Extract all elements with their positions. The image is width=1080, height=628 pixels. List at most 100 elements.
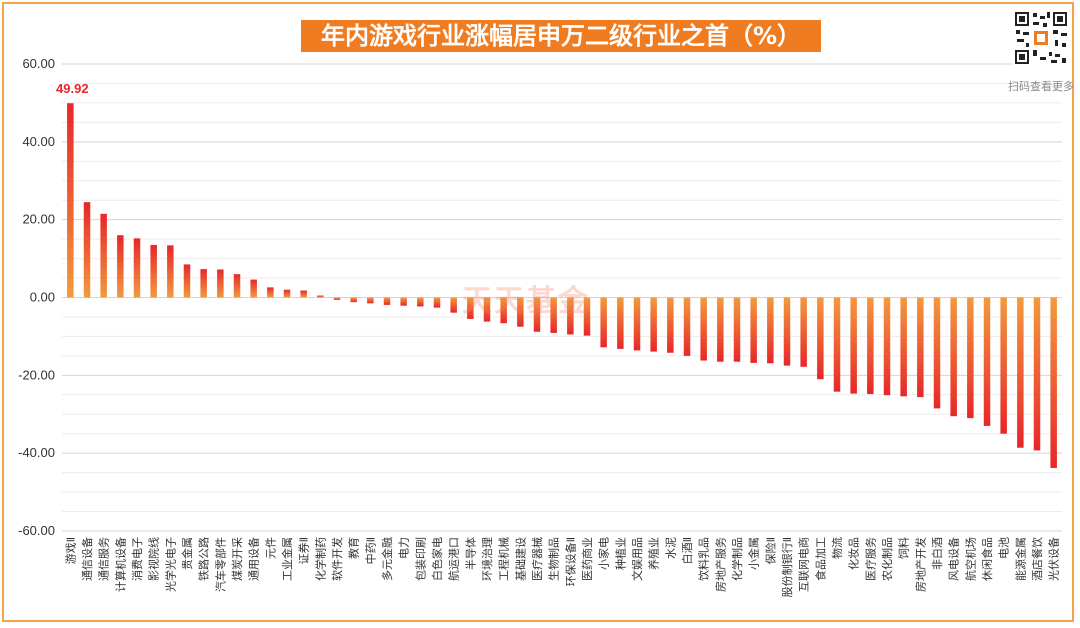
- bar[interactable]: [900, 297, 907, 397]
- bar[interactable]: [217, 269, 224, 298]
- bar[interactable]: [333, 297, 341, 300]
- x-tick-label: 证券Ⅱ: [297, 537, 311, 564]
- bar[interactable]: [567, 297, 574, 335]
- bar[interactable]: [783, 297, 791, 366]
- y-axis: 60.00 40.00 20.00 0.00 -20.00 -40.00 -60.00: [18, 56, 55, 538]
- bar[interactable]: [800, 297, 807, 367]
- bar[interactable]: [733, 297, 741, 362]
- bar[interactable]: [533, 297, 541, 332]
- x-tick-label: 化学制品: [730, 537, 744, 581]
- bar[interactable]: [383, 297, 391, 305]
- bar[interactable]: [750, 297, 757, 363]
- bar[interactable]: [633, 297, 641, 351]
- x-tick-label: 工业金属: [280, 537, 294, 581]
- x-tick-label: 水泥: [664, 537, 677, 559]
- x-tick-label: 酒店餐饮: [1030, 537, 1044, 581]
- bar[interactable]: [267, 287, 274, 298]
- bar[interactable]: [983, 297, 991, 426]
- bar[interactable]: [667, 297, 674, 353]
- y-tick-label: 0.00: [30, 290, 55, 305]
- bar[interactable]: [433, 297, 441, 308]
- x-tick-label: 元件: [264, 537, 277, 559]
- bar[interactable]: [350, 297, 357, 303]
- x-tick-label: 小家电: [597, 537, 611, 570]
- x-tick-label: 工程机械: [497, 537, 511, 581]
- bar[interactable]: [583, 297, 591, 336]
- x-tick-label: 通信服务: [98, 537, 111, 581]
- y-tick-label: 60.00: [22, 56, 55, 71]
- bar[interactable]: [400, 297, 407, 306]
- bar[interactable]: [1000, 297, 1007, 434]
- bar[interactable]: [617, 297, 624, 349]
- y-tick-label: -40.00: [18, 445, 55, 460]
- x-tick-label: 电力: [398, 537, 411, 559]
- bar[interactable]: [767, 297, 774, 364]
- bar[interactable]: [933, 297, 941, 409]
- bar[interactable]: [450, 297, 457, 313]
- bar[interactable]: [1017, 297, 1024, 448]
- bar[interactable]: [717, 297, 724, 362]
- x-tick-label: 贵金属: [180, 537, 194, 570]
- bar[interactable]: [467, 297, 474, 319]
- bar[interactable]: [150, 244, 157, 298]
- bar[interactable]: [117, 235, 124, 298]
- x-tick-label: 多元金融: [380, 537, 394, 581]
- x-tick-label: 软件开发: [330, 537, 344, 581]
- bar[interactable]: [700, 297, 707, 361]
- bar[interactable]: [233, 274, 241, 298]
- bar[interactable]: [1050, 297, 1057, 468]
- x-axis: 游戏Ⅱ 通信设备 通信服务 计算机设备 消费电子 影视院线 光学光电子 贵金属 铁路公路 汽车零部…: [64, 537, 1060, 597]
- bar[interactable]: [650, 297, 657, 352]
- bar[interactable]: [183, 264, 191, 298]
- bar[interactable]: [817, 297, 824, 380]
- x-tick-label: 白酒Ⅱ: [680, 537, 694, 564]
- x-tick-label: 生物制品: [547, 537, 561, 581]
- bar[interactable]: [1033, 297, 1041, 451]
- bar[interactable]: [483, 297, 491, 322]
- bar[interactable]: [500, 297, 507, 324]
- bar[interactable]: [250, 279, 257, 298]
- x-tick-label: 养殖业: [647, 537, 661, 570]
- bar[interactable]: [967, 297, 974, 419]
- bar[interactable]: [167, 245, 174, 298]
- bar[interactable]: [83, 202, 91, 298]
- x-tick-label: 种植业: [613, 537, 627, 570]
- bar[interactable]: [367, 297, 374, 304]
- bar[interactable]: [883, 297, 891, 396]
- bar[interactable]: [283, 289, 291, 298]
- bar[interactable]: [917, 297, 924, 398]
- x-tick-label: 医药商业: [580, 537, 594, 581]
- bar[interactable]: [867, 297, 874, 395]
- bar[interactable]: [300, 290, 307, 298]
- bar[interactable]: [67, 103, 74, 298]
- gridlines: [62, 63, 1062, 532]
- x-tick-label: 白色家电: [430, 537, 444, 581]
- x-tick-label: 医疗器械: [530, 537, 544, 581]
- bar[interactable]: [133, 238, 141, 298]
- x-tick-label: 包装印刷: [414, 537, 427, 581]
- qr-code-icon[interactable]: [1013, 10, 1069, 66]
- bar[interactable]: [600, 297, 607, 348]
- x-tick-label: 饲料: [897, 537, 911, 559]
- x-tick-label: 环保设备Ⅱ: [563, 537, 577, 586]
- x-tick-label: 半导体: [463, 537, 477, 570]
- bar[interactable]: [550, 297, 557, 333]
- bar[interactable]: [317, 295, 324, 298]
- x-tick-label: 教育: [347, 537, 361, 559]
- bar[interactable]: [517, 297, 524, 327]
- y-tick-label: -20.00: [18, 367, 55, 382]
- y-tick-label: 20.00: [22, 212, 55, 227]
- x-tick-label: 游戏Ⅱ: [64, 537, 77, 564]
- bar[interactable]: [683, 297, 691, 356]
- bar[interactable]: [417, 297, 424, 307]
- x-tick-label: 房地产开发: [913, 537, 927, 592]
- bar[interactable]: [200, 269, 207, 298]
- bar[interactable]: [950, 297, 957, 417]
- x-tick-label: 能源金属: [1013, 537, 1027, 581]
- x-tick-label: 休闲食品: [980, 537, 994, 581]
- bar[interactable]: [100, 213, 107, 298]
- x-tick-label: 计算机设备: [113, 537, 127, 592]
- bar[interactable]: [833, 297, 841, 392]
- bar[interactable]: [850, 297, 857, 394]
- x-tick-label: 汽车零部件: [213, 537, 227, 592]
